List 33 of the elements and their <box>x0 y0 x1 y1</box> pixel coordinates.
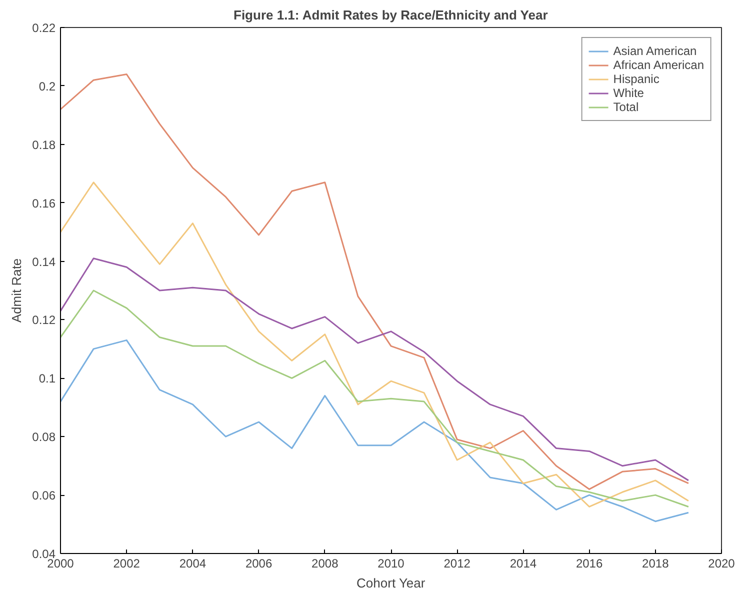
x-tick-label: 2004 <box>179 556 206 570</box>
legend-label: Asian American <box>613 44 697 58</box>
x-tick-label: 2002 <box>113 556 140 570</box>
line-series <box>60 182 690 508</box>
x-tick-label: 2014 <box>510 556 537 570</box>
y-tick-label: 0.06 <box>32 488 56 503</box>
y-tick-label: 0.1 <box>38 372 56 386</box>
x-tick-label: 2000 <box>47 556 74 570</box>
y-axis-title: Admit Rate <box>9 258 24 323</box>
y-tick-label: 0.12 <box>32 313 56 328</box>
legend-label: White <box>613 86 644 100</box>
x-tick-label: 2006 <box>245 556 272 570</box>
x-tick-label: 2008 <box>312 556 339 570</box>
legend-label: African American <box>613 58 704 72</box>
legend-label: Total <box>613 100 639 114</box>
line-series <box>60 290 690 508</box>
x-tick-label: 2020 <box>708 556 736 570</box>
x-axis-title: Cohort Year <box>356 576 426 590</box>
line-series <box>60 258 690 482</box>
y-tick-label: 0.16 <box>32 196 56 210</box>
line-series <box>60 74 690 490</box>
chart-title: Figure 1.1: Admit Rates by Race/Ethnicity and Year <box>234 8 548 22</box>
y-tick-label: 0.22 <box>32 21 56 35</box>
y-tick-label: 0.18 <box>32 138 56 152</box>
x-tick-label: 2016 <box>576 556 603 570</box>
x-tick-label: 2010 <box>378 556 405 570</box>
x-tick-label: 2012 <box>444 556 471 570</box>
legend-label: Hispanic <box>613 72 660 86</box>
y-tick-label: 0.2 <box>38 79 56 94</box>
line-series <box>60 339 690 522</box>
y-tick-label: 0.08 <box>32 430 56 444</box>
x-tick-label: 2018 <box>642 556 670 570</box>
y-tick-label: 0.14 <box>32 254 56 269</box>
